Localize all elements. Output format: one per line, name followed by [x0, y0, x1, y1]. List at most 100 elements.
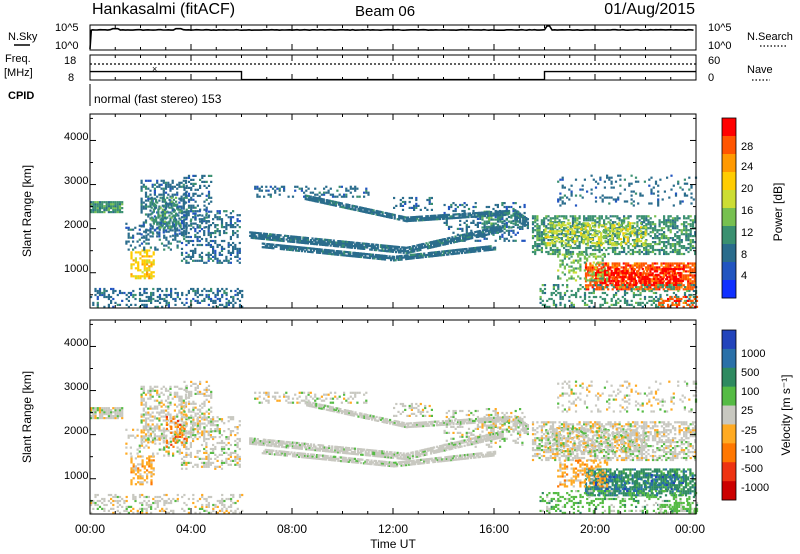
- data-cell: [667, 280, 670, 283]
- data-cell: [625, 227, 628, 230]
- data-cell: [689, 241, 692, 244]
- data-cell: [183, 200, 186, 203]
- data-cell: [693, 274, 696, 277]
- data-cell: [628, 303, 631, 306]
- data-cell: [331, 242, 334, 246]
- data-cell: [218, 259, 221, 262]
- data-cell: [205, 295, 208, 299]
- data-cell: [179, 210, 182, 213]
- data-cell: [360, 244, 363, 247]
- data-cell: [443, 239, 446, 242]
- data-cell: [198, 214, 201, 217]
- data-cell: [350, 244, 354, 248]
- data-cell: [686, 194, 689, 197]
- data-cell: [474, 239, 477, 242]
- data-cell: [603, 271, 607, 275]
- data-cell: [187, 224, 191, 227]
- data-cell: [586, 236, 589, 239]
- data-cell: [481, 226, 484, 229]
- data-cell: [654, 229, 657, 232]
- data-cell: [350, 246, 354, 249]
- data-cell: [265, 234, 268, 237]
- data-cell: [192, 255, 195, 258]
- data-cell: [350, 255, 353, 258]
- data-cell: [587, 217, 590, 220]
- data-cell: [565, 252, 568, 256]
- data-cell: [687, 262, 690, 265]
- data-cell: [411, 257, 414, 260]
- data-cell: [144, 195, 148, 198]
- data-cell: [163, 236, 166, 239]
- data-cell: [672, 204, 675, 207]
- data-cell: [284, 244, 287, 247]
- data-cell: [252, 233, 255, 236]
- data-cell: [571, 250, 575, 254]
- data-cell: [165, 230, 168, 233]
- data-cell: [681, 188, 684, 191]
- data-cell: [192, 226, 195, 229]
- data-cell: [152, 263, 155, 266]
- data-cell: [617, 198, 620, 201]
- data-cell: [551, 227, 555, 230]
- data-cell: [249, 231, 252, 234]
- data-cell: [150, 206, 153, 209]
- data-cell: [621, 271, 624, 275]
- data-cell: [640, 222, 643, 225]
- data-cell: [669, 219, 672, 222]
- data-cell: [199, 220, 202, 223]
- data-cell: [544, 230, 547, 233]
- data-cell: [396, 247, 399, 250]
- data-cell: [689, 239, 692, 242]
- data-cell: [143, 263, 146, 266]
- data-cell: [543, 239, 546, 242]
- data-cell: [654, 180, 658, 183]
- data-cell: [469, 237, 472, 240]
- data-cell: [185, 226, 188, 229]
- data-cell: [586, 303, 589, 306]
- data-cell: [623, 188, 626, 191]
- data-cell: [140, 201, 143, 204]
- data-cell: [617, 267, 620, 271]
- data-cell: [358, 195, 361, 198]
- data-cell: [156, 223, 159, 226]
- data-cell: [469, 232, 472, 235]
- data-cell: [262, 234, 265, 237]
- data-cell: [594, 246, 597, 250]
- data-cell: [297, 236, 300, 239]
- data-cell: [601, 275, 604, 278]
- data-cell: [583, 293, 587, 297]
- data-cell: [366, 244, 369, 247]
- data-cell: [563, 265, 566, 268]
- data-cell: [580, 241, 583, 244]
- data-cell: [161, 297, 164, 301]
- data-cell: [488, 216, 491, 219]
- data-cell: [142, 223, 145, 226]
- data-cell: [568, 188, 571, 191]
- data-cell: [326, 252, 329, 255]
- data-cell: [361, 244, 364, 247]
- data-cell: [597, 238, 600, 241]
- data-cell: [659, 275, 662, 278]
- data-cell: [536, 237, 539, 240]
- data-cell: [294, 235, 297, 238]
- data-cell: [157, 212, 160, 215]
- data-cell: [402, 249, 405, 253]
- data-cell: [410, 196, 413, 200]
- data-cell: [630, 277, 633, 280]
- data-cell: [590, 279, 593, 282]
- data-cell: [125, 222, 128, 225]
- data-cell: [611, 221, 615, 224]
- data-cell: [611, 234, 614, 237]
- data-cell: [671, 243, 675, 246]
- data-cell: [615, 293, 618, 297]
- data-cell: [426, 253, 429, 257]
- data-cell: [158, 231, 161, 234]
- data-cell: [656, 266, 659, 269]
- data-cell: [134, 277, 137, 280]
- data-cell: [591, 229, 595, 232]
- data-cell: [627, 278, 630, 281]
- data-cell: [604, 284, 608, 287]
- data-cell: [575, 222, 578, 225]
- data-cell: [612, 198, 615, 201]
- data-cell: [269, 195, 272, 198]
